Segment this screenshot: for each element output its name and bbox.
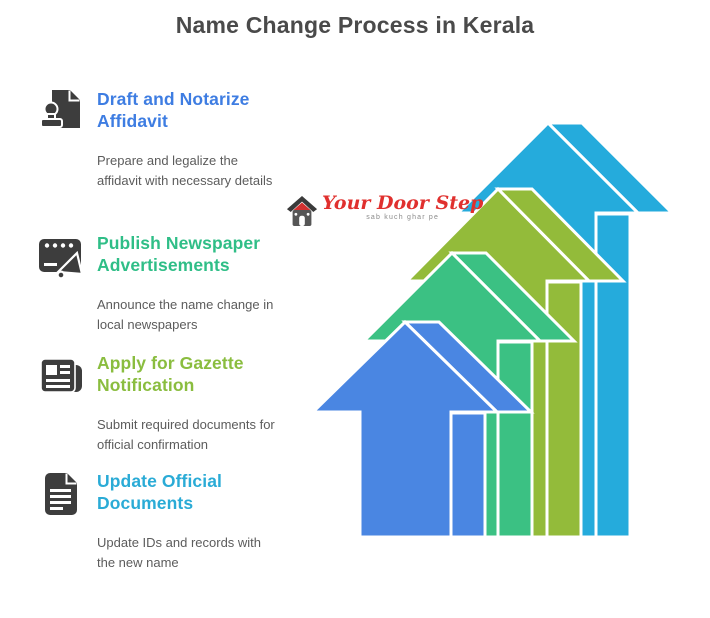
megaphone-window-icon — [39, 239, 84, 280]
step-description: Submit required documents for official c… — [97, 417, 275, 452]
step-heading: Apply for Gazette Notification — [97, 353, 244, 395]
notary-stamp-document-icon — [40, 90, 80, 128]
document-lines-icon — [45, 473, 77, 515]
arrow-blue — [309, 319, 535, 539]
step-description: Prepare and legalize the affidavit with … — [97, 153, 273, 188]
page-title: Name Change Process in Kerala — [175, 12, 535, 38]
house-icon — [286, 195, 318, 227]
logo-tagline: sab kuch ghar pe — [366, 214, 440, 221]
step-heading: Draft and Notarize Affidavit — [97, 89, 250, 131]
step-description: Announce the name change in local newspa… — [97, 297, 274, 332]
step-heading: Publish Newspaper Advertisements — [97, 233, 261, 275]
step-description: Update IDs and records with the new name — [97, 535, 262, 570]
brand-logo: Your Door Step sab kuch ghar pe — [286, 193, 483, 229]
logo-text: Your Door Step sab kuch ghar pe — [322, 193, 483, 221]
step-heading: Update Official Documents — [97, 471, 222, 513]
logo-brand-name: Your Door Step — [322, 192, 484, 214]
newspaper-icon — [40, 358, 82, 393]
